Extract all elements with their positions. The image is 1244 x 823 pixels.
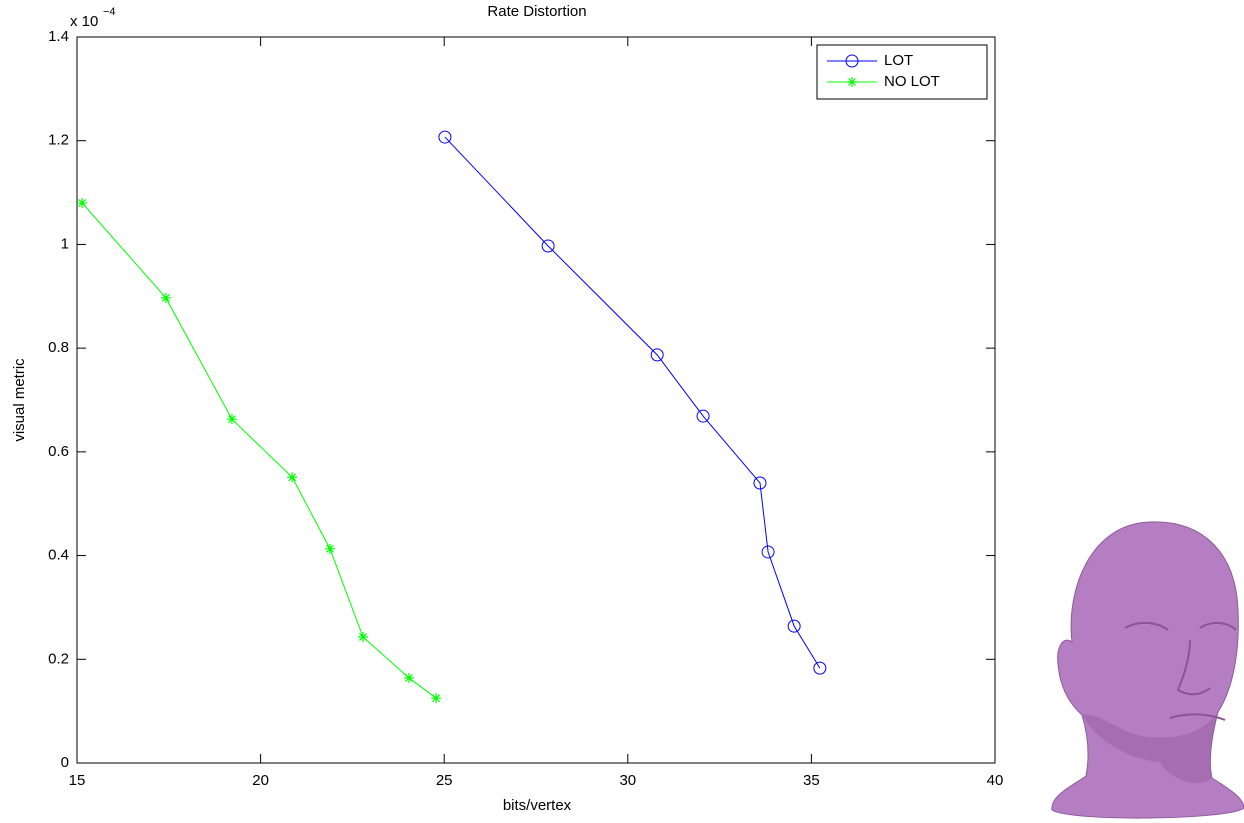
y-tick-label: 1 [61,235,69,252]
y-tick-label: 1.4 [48,28,69,45]
marker [541,239,555,253]
plot-area [76,36,996,764]
legend-marker [847,77,857,87]
x-axis-label: bits/vertex [503,797,572,814]
marker [77,197,88,208]
marker [753,476,767,490]
x-tick-label: 35 [803,772,820,789]
y-tick-label: 0.8 [48,339,69,356]
head-shading [1082,712,1218,784]
x-tick-label: 20 [252,772,269,789]
series-line [444,136,821,669]
legend-label: LOT [884,52,913,69]
marker [358,631,369,642]
y-tick-label: 0.6 [48,443,69,460]
head-features [1124,622,1237,721]
x-tick-label: 25 [436,772,453,789]
marker [403,672,414,683]
y-tick-label: 0 [61,754,69,771]
x-tick-label: 15 [69,772,86,789]
marker [226,414,237,425]
x-tick-label: 30 [619,772,636,789]
legend: LOT NO LOT [816,44,988,100]
chart-title: Rate Distortion [487,3,586,20]
x-tick-label: 40 [987,772,1004,789]
marker [160,292,171,303]
marker [813,661,827,675]
y-axis-label: visual metric [11,358,28,442]
y-tick-label: 0.4 [48,547,69,564]
head-image [1051,521,1244,819]
marker [325,543,336,554]
marker [431,693,442,704]
marker [287,472,298,483]
marker [696,409,710,423]
marker [650,348,664,362]
y-tick-label: 1.2 [48,132,69,149]
y-multiplier: x 10 [70,13,98,30]
legend-box [816,44,988,100]
head [1051,521,1244,819]
y-tick-label: 0.2 [48,650,69,667]
legend-marker [845,54,859,68]
marker [787,619,801,633]
marker [438,130,452,144]
series-line [81,202,437,699]
y-exponent: −4 [103,6,116,18]
legend-label: NO LOT [884,73,940,90]
marker [761,545,775,559]
